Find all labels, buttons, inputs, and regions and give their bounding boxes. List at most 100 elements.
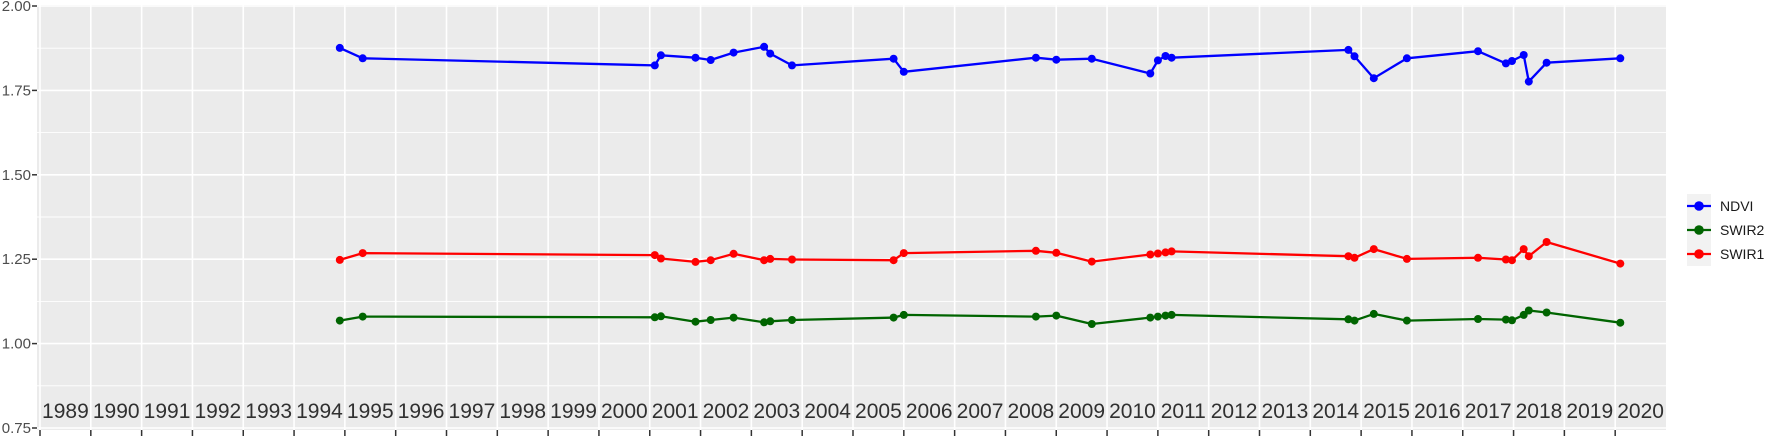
data-point-swir2 <box>788 316 796 324</box>
data-point-swir2 <box>1087 320 1096 328</box>
data-point-ndvi <box>1508 57 1516 65</box>
x-tick-label: 2011 <box>1161 400 1206 423</box>
data-point-swir2 <box>760 318 769 327</box>
data-point-swir2 <box>1052 311 1061 320</box>
data-point-swir1 <box>1052 248 1061 257</box>
data-point-swir1 <box>788 255 796 264</box>
data-point-ndvi <box>1087 54 1096 63</box>
x-tick-label: 1993 <box>245 400 292 423</box>
gridlines-minor <box>37 47 1666 387</box>
data-point-swir2 <box>1031 312 1040 321</box>
data-point-swir1 <box>760 256 769 265</box>
x-tick-label: 2009 <box>1058 400 1105 423</box>
data-point-swir2 <box>1524 306 1533 315</box>
data-point-swir1 <box>656 254 665 263</box>
data-point-swir2 <box>706 316 715 324</box>
legend-glyph-ndvi <box>1687 201 1711 211</box>
y-tick-label: 1.50 <box>2 167 31 184</box>
data-point-ndvi <box>1474 47 1482 56</box>
data-point-ndvi <box>1167 53 1176 62</box>
x-tick-label: 1996 <box>398 400 445 423</box>
data-point-swir2 <box>1161 311 1170 320</box>
x-tick-label: 2007 <box>957 400 1004 423</box>
data-point-swir1 <box>1508 256 1516 265</box>
data-point-swir1 <box>358 249 367 258</box>
data-point-ndvi <box>760 42 769 51</box>
legend-label: SWIR2 <box>1720 222 1765 238</box>
data-point-ndvi <box>899 67 908 76</box>
data-point-swir1 <box>1153 249 1162 258</box>
data-point-ndvi <box>1369 74 1378 83</box>
data-point-swir2 <box>691 317 700 326</box>
data-point-ndvi <box>729 48 738 57</box>
data-point-ndvi <box>1542 58 1551 67</box>
data-point-swir1 <box>1501 255 1510 264</box>
data-point-swir1 <box>335 255 344 264</box>
data-point-swir1 <box>729 249 738 258</box>
data-point-swir2 <box>1344 315 1353 324</box>
data-point-ndvi <box>1161 52 1170 60</box>
data-point-swir1 <box>1350 253 1359 262</box>
data-point-swir1 <box>899 249 908 258</box>
data-point-ndvi <box>766 49 775 58</box>
data-point-swir2 <box>656 312 665 321</box>
legend-label: SWIR1 <box>1720 246 1765 262</box>
x-tick-label: 2016 <box>1414 400 1461 423</box>
data-point-swir1 <box>1616 259 1625 268</box>
x-tick-label: 1992 <box>194 400 241 423</box>
x-tick-label: 2012 <box>1211 400 1258 423</box>
legend-key-swir2 <box>1687 218 1711 242</box>
series-swir1 <box>335 238 1625 268</box>
x-tick-label: 2018 <box>1516 400 1563 423</box>
legend-item-swir1: SWIR1 <box>1687 242 1764 266</box>
data-point-swir1 <box>1031 246 1040 255</box>
data-point-ndvi <box>1052 55 1061 64</box>
data-point-ndvi <box>1519 51 1528 59</box>
data-point-swir1 <box>1519 245 1528 254</box>
data-point-swir1 <box>1474 253 1482 262</box>
data-point-swir2 <box>766 317 775 326</box>
x-tick-label: 2006 <box>906 400 953 423</box>
legend-item-ndvi: NDVI <box>1687 194 1764 218</box>
x-tick-label: 2020 <box>1617 400 1664 423</box>
x-tick-label: 2010 <box>1109 400 1156 423</box>
legend-key-ndvi <box>1687 194 1711 218</box>
data-point-swir1 <box>1161 248 1170 257</box>
data-point-swir1 <box>1402 254 1411 263</box>
data-point-swir2 <box>1508 316 1516 325</box>
data-point-ndvi <box>1350 52 1359 61</box>
x-tick-label: 2003 <box>753 400 800 423</box>
y-tick-label: 0.75 <box>2 420 31 437</box>
data-point-ndvi <box>889 54 898 63</box>
data-point-swir1 <box>1087 257 1096 266</box>
x-tick-label: 2005 <box>855 400 902 423</box>
legend-key-swir1 <box>1687 242 1711 266</box>
data-point-swir2 <box>1402 316 1411 325</box>
data-point-ndvi <box>358 54 367 63</box>
data-point-swir1 <box>766 254 775 263</box>
x-tick-label: 2004 <box>804 400 851 423</box>
x-tick-label: 1999 <box>550 400 597 423</box>
x-axis-labels: 1989 1990 1991 1992 1993 1994 1995 1996 1997 1998… <box>42 400 1664 423</box>
legend-label: NDVI <box>1720 198 1754 214</box>
data-point-ndvi <box>706 56 715 64</box>
y-tick-label: 1.75 <box>2 82 31 99</box>
x-tick-label: 1995 <box>347 400 394 423</box>
data-point-swir1 <box>889 256 898 265</box>
y-tick-label: 1.00 <box>2 336 31 353</box>
data-point-ndvi <box>1031 53 1040 62</box>
y-tick-label: 1.25 <box>2 251 31 268</box>
series-swir2 <box>335 306 1625 328</box>
data-point-swir2 <box>1369 309 1378 318</box>
data-point-swir2 <box>729 313 738 322</box>
data-point-ndvi <box>1501 59 1510 68</box>
legend: NDVI SWIR2 SWIR1 <box>1687 194 1764 266</box>
data-point-ndvi <box>1524 77 1533 86</box>
x-tick-label: 2000 <box>601 400 648 423</box>
x-tick-label: 2015 <box>1363 400 1410 423</box>
data-point-swir2 <box>1542 308 1551 317</box>
x-tick-label: 2017 <box>1465 400 1512 423</box>
series-ndvi <box>335 42 1625 86</box>
x-tick-label: 1989 <box>42 400 89 423</box>
data-point-ndvi <box>691 53 700 62</box>
